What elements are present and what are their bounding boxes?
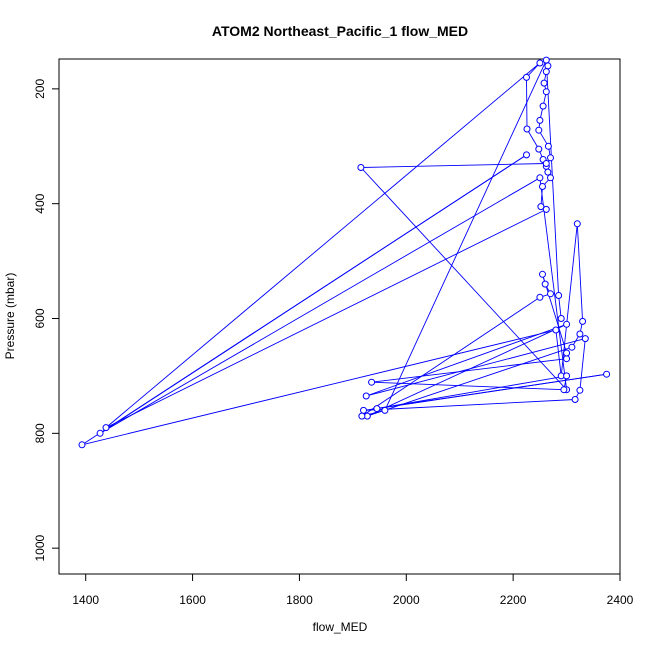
series-segment bbox=[366, 323, 567, 397]
data-point bbox=[581, 335, 589, 343]
data-point bbox=[535, 126, 543, 134]
data-point bbox=[535, 145, 543, 153]
data-point bbox=[542, 88, 550, 96]
data-point bbox=[603, 370, 611, 378]
data-point bbox=[560, 386, 568, 394]
data-point bbox=[362, 392, 370, 400]
data-point bbox=[523, 125, 531, 133]
data-point bbox=[542, 205, 550, 213]
data-point bbox=[579, 317, 587, 325]
x-tick-label: 2400 bbox=[607, 593, 634, 607]
series-segment bbox=[366, 338, 586, 397]
data-point bbox=[544, 168, 552, 176]
data-point bbox=[563, 349, 571, 357]
data-point bbox=[540, 79, 548, 87]
data-point bbox=[576, 330, 584, 338]
series-segment bbox=[105, 62, 541, 428]
data-point bbox=[555, 292, 563, 299]
y-axis: 200 400 600 800 1000 bbox=[33, 79, 60, 562]
data-point bbox=[542, 160, 550, 167]
data-point bbox=[358, 412, 366, 420]
x-axis: 1400 1600 1800 2000 2200 2400 bbox=[72, 573, 634, 607]
data-point bbox=[547, 290, 554, 298]
data-point bbox=[381, 406, 389, 414]
data-point bbox=[568, 343, 576, 351]
data-point bbox=[557, 315, 565, 322]
series-points bbox=[78, 56, 611, 449]
series-lines bbox=[81, 59, 607, 446]
series-segment bbox=[371, 358, 567, 383]
series-segment bbox=[361, 296, 541, 417]
data-point bbox=[539, 270, 546, 278]
series-segment bbox=[376, 375, 567, 410]
data-point bbox=[552, 326, 560, 334]
data-point bbox=[78, 441, 86, 449]
data-point bbox=[536, 59, 544, 67]
plot-frame bbox=[58, 58, 621, 575]
series-segment bbox=[81, 329, 557, 446]
data-point bbox=[536, 174, 544, 182]
series-segment bbox=[384, 59, 547, 411]
series-segment bbox=[576, 223, 584, 322]
series-segment bbox=[363, 399, 576, 411]
data-point bbox=[373, 405, 381, 413]
data-point bbox=[536, 293, 544, 301]
series-segment bbox=[560, 223, 578, 376]
x-tick-label: 1600 bbox=[179, 593, 206, 607]
data-point bbox=[573, 220, 581, 228]
series-segment bbox=[360, 163, 547, 168]
data-point bbox=[537, 203, 545, 211]
x-tick-label: 1400 bbox=[72, 593, 99, 607]
series-segment bbox=[555, 329, 562, 376]
series-segment bbox=[579, 338, 586, 391]
series-segment bbox=[360, 167, 567, 391]
data-point bbox=[523, 151, 530, 159]
chart-title: ATOM2 Northeast_Pacific_1 flow_MED bbox=[212, 23, 468, 39]
series-segment bbox=[105, 208, 547, 429]
y-axis-label: Pressure (mbar) bbox=[3, 273, 17, 360]
series-segment bbox=[81, 154, 527, 446]
data-point bbox=[563, 355, 571, 363]
series-segment bbox=[371, 381, 564, 391]
x-tick-label: 1800 bbox=[286, 593, 313, 607]
data-point bbox=[542, 68, 550, 76]
data-point bbox=[539, 183, 546, 190]
x-tick-label: 2000 bbox=[393, 593, 420, 607]
series-segment bbox=[526, 128, 540, 150]
y-tick-label: 200 bbox=[33, 79, 47, 99]
data-point bbox=[542, 56, 550, 64]
series-segment bbox=[539, 177, 568, 390]
x-axis-label: flow_MED bbox=[313, 620, 368, 634]
x-tick-label: 2200 bbox=[500, 593, 527, 607]
data-point bbox=[571, 396, 579, 403]
series-segment bbox=[99, 177, 541, 434]
data-point bbox=[563, 372, 571, 380]
data-point bbox=[523, 73, 530, 81]
data-point bbox=[96, 429, 104, 437]
data-point bbox=[360, 406, 367, 414]
y-tick-label: 800 bbox=[33, 423, 47, 443]
data-point bbox=[357, 164, 365, 171]
data-point bbox=[547, 174, 554, 182]
data-point bbox=[536, 116, 544, 124]
data-point bbox=[544, 142, 552, 150]
y-tick-label: 400 bbox=[33, 193, 47, 213]
series-segment bbox=[558, 295, 562, 319]
series-segment bbox=[376, 373, 607, 410]
data-point bbox=[576, 386, 584, 394]
data-point bbox=[544, 62, 552, 70]
series-segment bbox=[367, 323, 567, 417]
data-point bbox=[539, 102, 547, 110]
data-point bbox=[547, 154, 554, 162]
data-point bbox=[368, 378, 376, 386]
data-point bbox=[563, 320, 571, 328]
y-tick-label: 1000 bbox=[33, 534, 47, 561]
data-point bbox=[102, 424, 110, 432]
y-tick-label: 600 bbox=[33, 308, 47, 328]
data-point bbox=[541, 280, 549, 288]
